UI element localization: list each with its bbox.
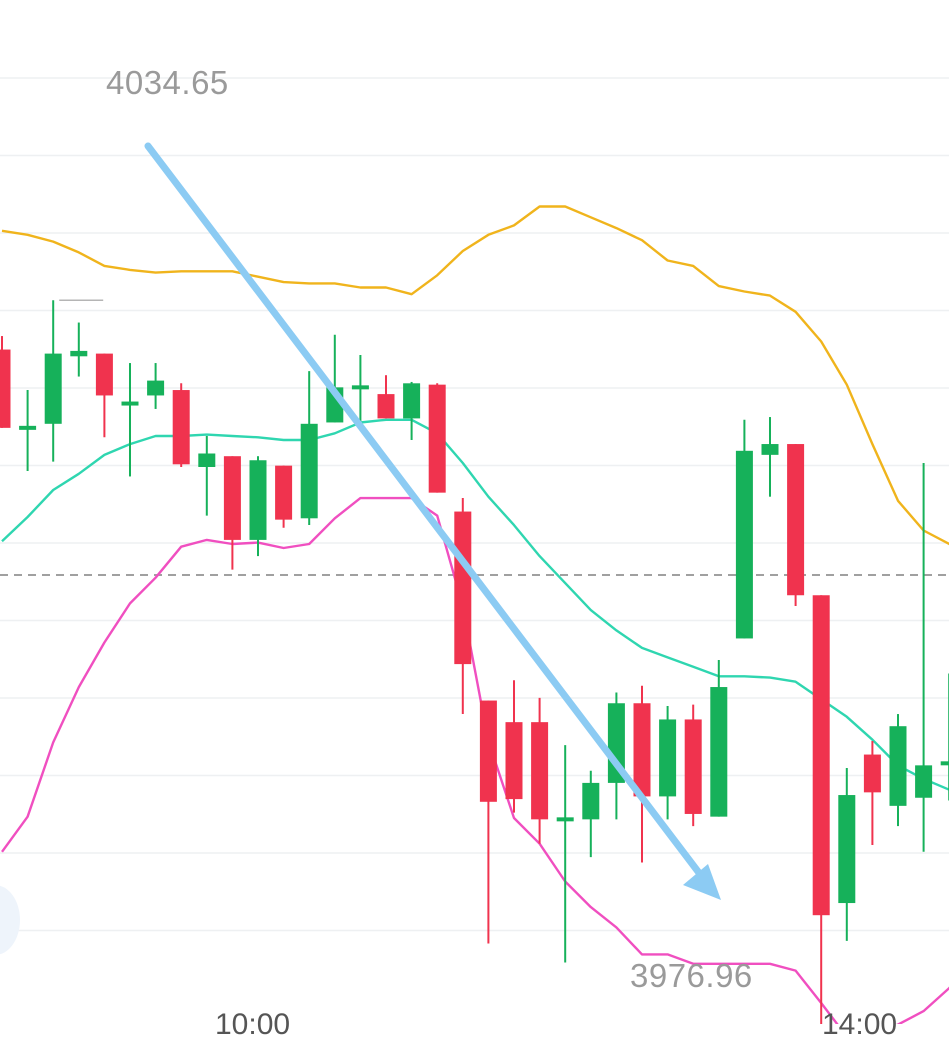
candle (19, 390, 37, 472)
candle-body (710, 687, 728, 817)
candle (479, 700, 497, 944)
candle-body (505, 722, 523, 800)
candle-body (531, 722, 549, 820)
candle-body (915, 765, 933, 798)
candle-body (428, 384, 446, 493)
candle-body (659, 719, 677, 797)
candles (0, 300, 949, 1042)
candle (198, 435, 216, 516)
time-label-1400: 14:00 (822, 1008, 898, 1041)
candle (889, 714, 907, 827)
grid-lines (0, 77, 949, 932)
candle (735, 419, 753, 639)
candle (556, 745, 574, 963)
candle (710, 660, 728, 817)
candle-body (940, 761, 949, 766)
candle (428, 383, 446, 493)
candle-body (172, 390, 190, 465)
candle-body (735, 450, 753, 639)
candle-body (582, 782, 600, 820)
candle (531, 697, 549, 844)
candle (787, 444, 805, 607)
candle (659, 705, 677, 820)
scroll-handle[interactable] (0, 885, 20, 955)
downtrend-arrow (144, 142, 716, 894)
candle (223, 456, 241, 570)
candle-body (70, 350, 88, 357)
candle-body (403, 383, 421, 419)
candle-body (19, 425, 37, 430)
candle-body (147, 380, 165, 396)
candle (351, 354, 369, 422)
bollinger-middle-line (1, 418, 949, 792)
candle-body (249, 460, 267, 540)
candle (633, 685, 651, 863)
candle-body (889, 726, 907, 806)
downtrend-arrow-head (683, 864, 721, 900)
candle (44, 300, 62, 462)
candle (684, 704, 702, 827)
candle-body (684, 719, 702, 814)
candle (582, 770, 600, 858)
candle-body (787, 444, 805, 596)
candle-body (44, 353, 62, 424)
candle (940, 673, 949, 801)
candle (838, 768, 856, 941)
candle (863, 741, 881, 845)
candle-body (633, 703, 651, 797)
candle (95, 353, 113, 438)
candle-body (351, 385, 369, 390)
candle (300, 371, 318, 526)
candle (70, 322, 88, 377)
time-label-1000: 10:00 (215, 1008, 291, 1041)
candle (0, 336, 11, 428)
candle (326, 334, 344, 423)
candle (403, 381, 421, 440)
candle-body (198, 453, 216, 467)
candle-body (556, 817, 574, 822)
candle-body (454, 511, 472, 665)
candle-body (0, 349, 11, 428)
candle-body (761, 444, 779, 455)
candle (275, 465, 293, 528)
bollinger-bands (1, 205, 949, 1038)
candle (249, 456, 267, 557)
candle (172, 383, 190, 467)
candle (812, 595, 830, 1042)
candle (121, 363, 139, 477)
candle (377, 375, 395, 419)
candle-body (812, 595, 830, 916)
candle (761, 417, 779, 497)
candle-body (95, 353, 113, 396)
high-price-label: 4034.65 (106, 64, 229, 101)
candle (915, 462, 933, 852)
candle (454, 498, 472, 715)
candle-body (121, 401, 139, 406)
candle-body (275, 465, 293, 520)
candle (505, 680, 523, 813)
candle-body (838, 795, 856, 904)
candle-body (300, 423, 318, 519)
candle-body (223, 456, 241, 540)
bollinger-upper-line (1, 205, 949, 546)
candle (147, 363, 165, 409)
candle-body (377, 394, 395, 419)
low-price-label: 3976.96 (630, 957, 753, 994)
candle-body (863, 754, 881, 793)
candle-body (479, 700, 497, 802)
